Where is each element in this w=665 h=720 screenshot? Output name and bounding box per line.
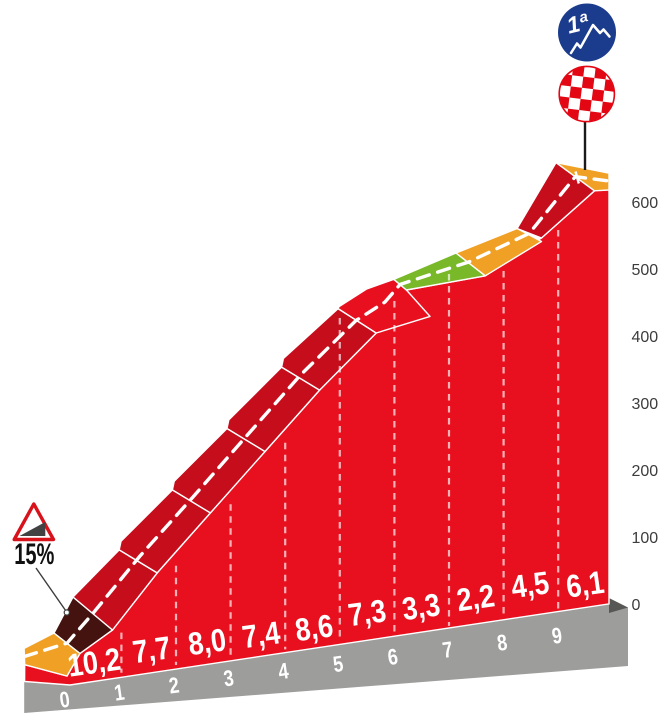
- svg-text:500: 500: [632, 262, 659, 279]
- svg-text:8: 8: [496, 631, 509, 656]
- svg-text:7: 7: [441, 638, 454, 663]
- svg-text:9: 9: [550, 624, 563, 649]
- svg-text:6: 6: [386, 645, 399, 670]
- svg-text:200: 200: [632, 463, 659, 480]
- svg-text:7,3: 7,3: [346, 593, 388, 633]
- svg-text:0: 0: [58, 688, 71, 713]
- svg-text:6,1: 6,1: [564, 565, 606, 605]
- svg-text:8,6: 8,6: [293, 608, 335, 648]
- svg-text:0: 0: [632, 597, 641, 614]
- svg-text:2: 2: [167, 674, 180, 699]
- svg-text:7,4: 7,4: [240, 615, 283, 656]
- svg-text:100: 100: [632, 530, 659, 547]
- svg-text:4,5: 4,5: [509, 565, 551, 605]
- svg-text:400: 400: [632, 329, 659, 346]
- svg-text:4: 4: [277, 659, 291, 685]
- svg-text:8,0: 8,0: [186, 622, 228, 662]
- svg-text:10,2: 10,2: [66, 642, 123, 685]
- svg-text:5: 5: [332, 652, 345, 677]
- svg-text:600: 600: [632, 195, 659, 212]
- svg-text:2,2: 2,2: [455, 578, 497, 618]
- svg-text:7,7: 7,7: [131, 630, 173, 670]
- svg-text:1: 1: [113, 681, 126, 706]
- svg-text:3: 3: [222, 667, 235, 692]
- svg-text:15%: 15%: [14, 538, 54, 571]
- svg-text:300: 300: [632, 396, 659, 413]
- svg-text:3,3: 3,3: [400, 587, 442, 627]
